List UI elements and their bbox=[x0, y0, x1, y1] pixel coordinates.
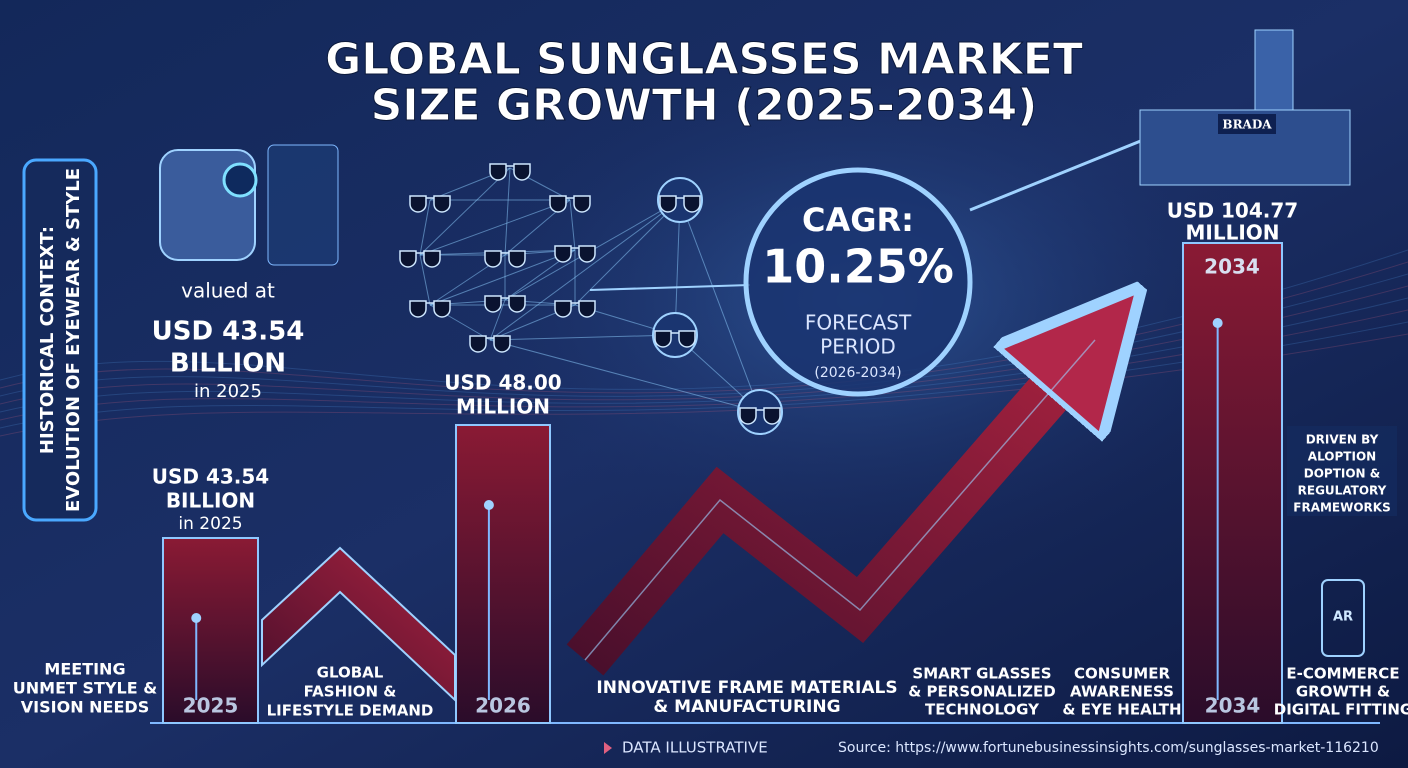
network-link bbox=[429, 249, 576, 306]
driver-label: DIGITAL FITTING bbox=[1274, 701, 1408, 719]
side-note-line: DOPTION & bbox=[1304, 467, 1381, 481]
driver-label: & EYE HEALTH bbox=[1062, 701, 1181, 719]
network-link bbox=[489, 299, 506, 341]
bar-value: MILLION bbox=[1185, 221, 1279, 245]
footer-source: Source: https://www.fortunebusinessinsig… bbox=[838, 740, 1379, 756]
bar-value: in 2025 bbox=[178, 514, 242, 534]
lens-panel bbox=[267, 144, 339, 266]
glasses-icon bbox=[409, 195, 451, 213]
bar-year: 2034 bbox=[1205, 694, 1261, 718]
cagr-caption: PERIOD bbox=[820, 335, 896, 359]
bar bbox=[162, 537, 259, 724]
cagr-ring bbox=[743, 167, 973, 397]
driver-label: FASHION & bbox=[304, 683, 397, 701]
network-link bbox=[489, 199, 681, 341]
driver-label: MEETING bbox=[44, 660, 125, 679]
store-sign-bg bbox=[1218, 114, 1276, 134]
side-note-box bbox=[1287, 426, 1397, 516]
driver-label: GROWTH & bbox=[1296, 683, 1390, 701]
bar bbox=[455, 424, 551, 724]
bar-value: USD 104.77 bbox=[1167, 199, 1298, 223]
phone bbox=[1321, 579, 1365, 657]
glasses-icon bbox=[549, 195, 591, 213]
sidebar-line: HISTORICAL CONTEXT: bbox=[37, 226, 58, 454]
bar-value: USD 48.00 bbox=[444, 371, 561, 395]
glasses-icon bbox=[554, 245, 596, 263]
title: SIZE GROWTH (2025-2034) bbox=[371, 80, 1038, 131]
glasses-icon bbox=[554, 300, 596, 318]
side-note-line: DRIVEN BY bbox=[1306, 433, 1379, 447]
bar-year: 2025 bbox=[183, 694, 239, 718]
driver-label: LIFESTYLE DEMAND bbox=[267, 702, 434, 720]
cagr-caption: FORECAST bbox=[805, 311, 912, 335]
network-link bbox=[419, 167, 511, 256]
machine-lens bbox=[222, 162, 258, 198]
driver-label: INNOVATIVE FRAME MATERIALS bbox=[596, 678, 897, 698]
side-note-line: ALOPTION bbox=[1308, 450, 1376, 464]
driver-label: & MANUFACTURING bbox=[653, 697, 840, 717]
sidebar-text: HISTORICAL CONTEXT: EVOLUTION OF EYEWEAR … bbox=[37, 168, 84, 512]
sidebar-line: EVOLUTION OF EYEWEAR & STYLE bbox=[63, 168, 84, 512]
driver-label: SMART GLASSES bbox=[912, 665, 1051, 683]
bar-value: MILLION bbox=[456, 395, 550, 419]
pin-dot bbox=[191, 613, 202, 623]
pin-dot bbox=[483, 500, 494, 510]
driver-label: E-COMMERCE bbox=[1286, 665, 1399, 683]
bar-value: BILLION bbox=[166, 489, 255, 513]
pin-dot bbox=[1212, 318, 1223, 328]
chevron bbox=[261, 546, 456, 703]
building bbox=[1139, 109, 1351, 186]
glasses-icon bbox=[484, 250, 526, 268]
network-link bbox=[489, 339, 761, 413]
driver-label: VISION NEEDS bbox=[21, 698, 149, 717]
tower bbox=[1254, 29, 1294, 111]
footer-bullet bbox=[604, 742, 612, 754]
network-link bbox=[419, 199, 571, 256]
bar-year: 2034 bbox=[1204, 255, 1260, 279]
footer-note: DATA ILLUSTRATIVE bbox=[622, 739, 768, 757]
driver-label: AWARENESS bbox=[1070, 683, 1174, 701]
valuation-text: in 2025 bbox=[194, 381, 262, 402]
network-link bbox=[504, 167, 511, 256]
driver-label: TECHNOLOGY bbox=[925, 701, 1040, 719]
sidebar-box bbox=[22, 158, 98, 522]
glasses-icon bbox=[654, 330, 696, 348]
glasses-icon bbox=[659, 195, 701, 213]
network-link bbox=[419, 254, 431, 306]
bar-value: USD 43.54 bbox=[152, 465, 269, 489]
glasses-icon bbox=[489, 163, 531, 181]
cagr-label: CAGR: bbox=[802, 201, 914, 239]
connector bbox=[589, 284, 751, 291]
cagr-caption: (2026-2034) bbox=[814, 365, 901, 381]
store-sign: BRADA bbox=[1222, 118, 1272, 132]
network-link bbox=[679, 199, 761, 413]
glasses-icon bbox=[484, 295, 526, 313]
glasses-icon bbox=[739, 407, 781, 425]
driver-label: UNMET STYLE & bbox=[13, 679, 157, 698]
valuation-amount: USD 43.54 bbox=[152, 317, 305, 347]
network-link bbox=[419, 199, 431, 256]
driver-label: & PERSONALIZED bbox=[908, 683, 1056, 701]
glasses-icon bbox=[409, 300, 451, 318]
cagr-value: 10.25% bbox=[762, 240, 954, 294]
side-note-line: REGULATORY bbox=[1298, 484, 1387, 498]
bar bbox=[1182, 242, 1283, 724]
network-link bbox=[574, 199, 681, 306]
bar-year: 2026 bbox=[475, 694, 531, 718]
network-link bbox=[489, 334, 676, 341]
side-note-line: FRAMEWORKS bbox=[1293, 501, 1390, 515]
glasses-icon bbox=[399, 250, 441, 268]
network-link bbox=[569, 199, 576, 251]
growth-arrow-edge bbox=[584, 339, 1096, 661]
ar-badge: AR bbox=[1333, 610, 1353, 625]
title: GLOBAL SUNGLASSES MARKET bbox=[325, 34, 1083, 85]
valuation-unit: BILLION bbox=[170, 349, 286, 379]
driver-label: GLOBAL bbox=[317, 664, 384, 682]
glasses-icon bbox=[469, 335, 511, 353]
driver-label: CONSUMER bbox=[1074, 665, 1170, 683]
valuation-text: valued at bbox=[181, 279, 275, 303]
